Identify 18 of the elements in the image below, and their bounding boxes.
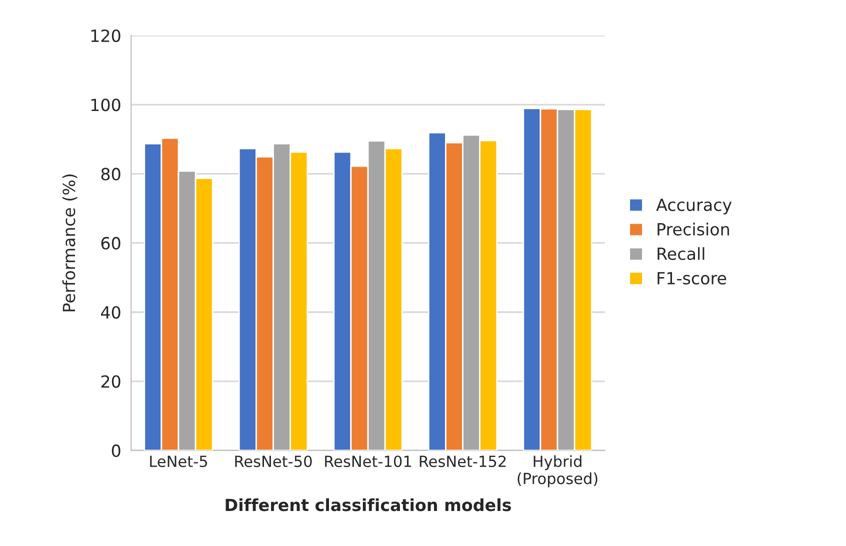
x-tick-label: Hybrid (Proposed)	[518, 455, 598, 488]
x-tick-label: ResNet-50	[235, 456, 312, 468]
y-tick-label: 0	[112, 444, 120, 458]
x-tick-label: LeNet-5	[150, 456, 208, 468]
y-tick-label: 20	[101, 375, 120, 388]
x-tick-label: ResNet-152	[420, 456, 506, 468]
y-tick-label: 100	[91, 98, 120, 112]
legend-label: Precision	[658, 222, 729, 236]
legend-label: Recall	[658, 247, 704, 260]
y-tick-label: 40	[101, 306, 120, 319]
legend-label: F1-score	[658, 272, 726, 284]
legend-label: Accuracy	[656, 198, 732, 214]
y-axis-title: Performance (%)	[62, 174, 78, 312]
y-tick-label: 80	[101, 168, 120, 180]
x-tick-label: ResNet-101	[325, 456, 411, 468]
x-axis-title: Different classification models	[226, 498, 511, 512]
y-tick-label: 120	[91, 29, 120, 42]
y-tick-label: 60	[101, 236, 120, 250]
